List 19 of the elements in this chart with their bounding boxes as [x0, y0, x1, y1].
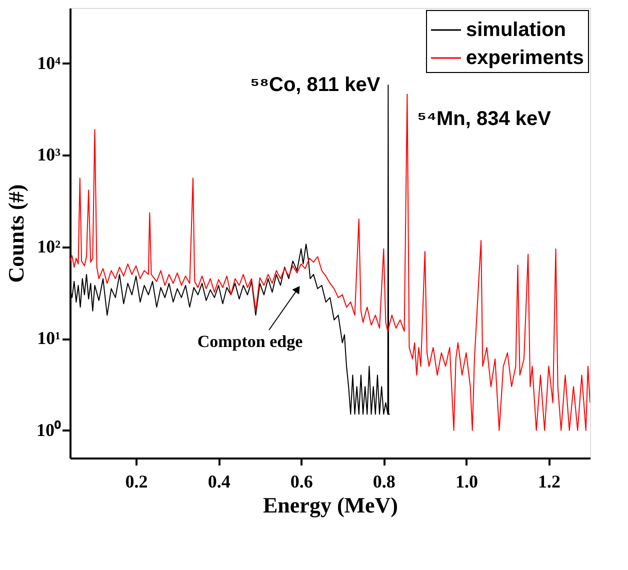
x-tick-label: 0.6 [290, 472, 313, 492]
line-series [70, 94, 590, 431]
y-tick-label: 10³ [37, 144, 62, 165]
x-tick-label: 1.0 [455, 472, 478, 492]
y-tick-label: 10⁴ [37, 52, 62, 73]
annotation: ⁵⁴Mn, 834 keV [417, 108, 552, 130]
annotation: ⁵⁸Co, 811 keV [250, 74, 381, 96]
x-axis-title: Energy (MeV) [262, 492, 398, 518]
annotation: Compton edge [197, 332, 304, 351]
x-tick-label: 0.4 [208, 472, 230, 492]
x-tick-label: 1.2 [538, 472, 560, 492]
legend-label: simulation [466, 19, 566, 41]
legend-label: experiments [466, 47, 584, 69]
x-tick-label: 0.2 [125, 472, 148, 492]
y-tick-label: 10² [37, 236, 60, 256]
y-axis-title: Counts (#) [4, 184, 28, 283]
y-tick-label: 10¹ [37, 328, 60, 348]
y-tick-label: 10⁰ [36, 420, 62, 440]
x-tick-label: 0.8 [372, 472, 396, 492]
